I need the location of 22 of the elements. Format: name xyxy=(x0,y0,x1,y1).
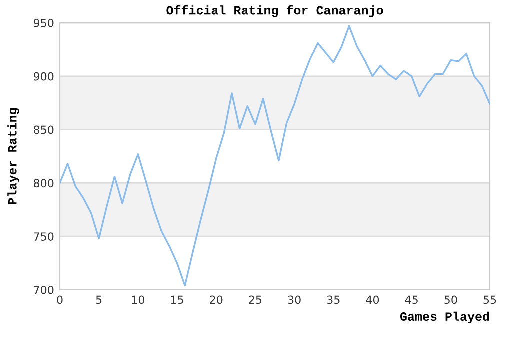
x-tick-label: 10 xyxy=(132,296,145,304)
x-tick-label: 20 xyxy=(210,296,223,304)
x-tick-label: 5 xyxy=(96,296,102,304)
line-series xyxy=(60,25,490,287)
y-axis-title: Player Rating xyxy=(8,108,20,204)
x-tick-label: 25 xyxy=(249,296,262,304)
x-axis-title: Games Played xyxy=(400,312,490,324)
x-tick-label: 40 xyxy=(366,296,380,304)
y-tick-label: 950 xyxy=(34,18,54,28)
y-tick-label: 700 xyxy=(34,286,54,294)
x-tick-label: 0 xyxy=(57,296,63,304)
x-tick-label: 55 xyxy=(484,296,496,304)
chart-title: Official Rating for Canaranjo xyxy=(166,5,384,18)
x-tick-label: 15 xyxy=(171,296,184,304)
x-tick-label: 45 xyxy=(405,296,418,304)
y-tick-label: 900 xyxy=(34,72,54,81)
y-tick-label: 800 xyxy=(34,179,54,188)
y-tick-label: 850 xyxy=(34,126,54,134)
x-tick-label: 50 xyxy=(444,296,458,304)
x-tick-label: 30 xyxy=(288,296,301,304)
y-tick-label: 750 xyxy=(34,232,54,241)
x-tick-label: 35 xyxy=(327,296,340,304)
